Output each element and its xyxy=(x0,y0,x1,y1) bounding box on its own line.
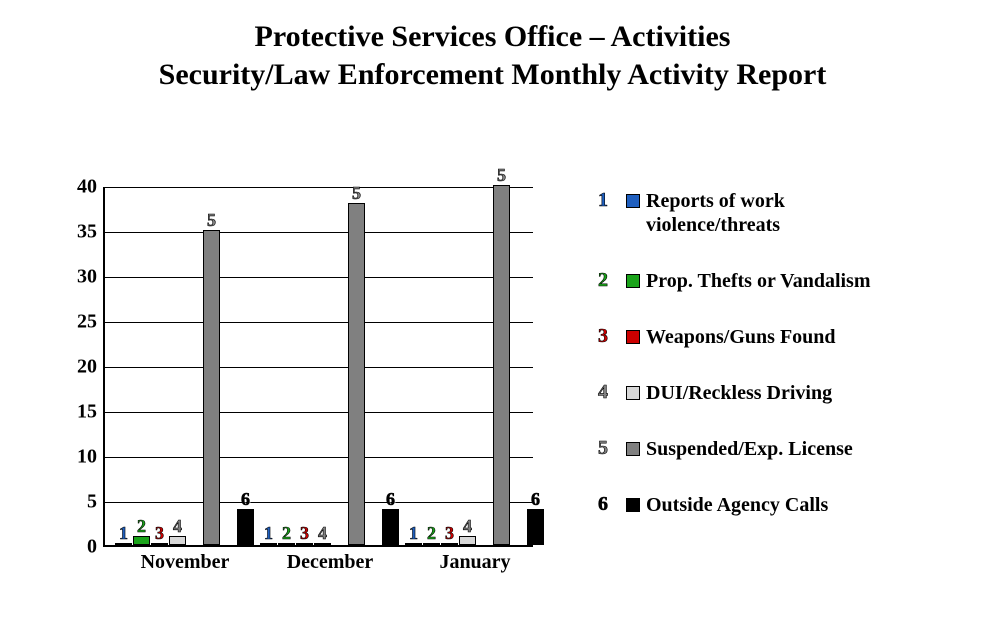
legend-label: Outside Agency Calls xyxy=(646,493,828,517)
bar: 6 xyxy=(382,509,399,545)
legend-swatch xyxy=(626,442,640,456)
bar: 2 xyxy=(278,543,295,545)
legend-swatch xyxy=(626,274,640,288)
bar-number: 2 xyxy=(427,523,436,544)
bar-number: 3 xyxy=(445,523,454,544)
x-category: November xyxy=(115,551,255,574)
bar-number: 1 xyxy=(119,523,128,544)
legend-label: Suspended/Exp. License xyxy=(646,437,853,461)
legend: 1 Reports of work violence/threats 2 Prop. … xyxy=(598,177,968,587)
bar: 1 xyxy=(405,543,422,545)
bar-number: 2 xyxy=(137,516,146,537)
bar: 5 xyxy=(203,230,220,545)
legend-item: 3 Weapons/Guns Found xyxy=(598,325,968,349)
bar-number: 4 xyxy=(173,516,182,537)
bar: 5 xyxy=(348,203,365,545)
y-tick: 30 xyxy=(77,266,97,289)
y-tick: 40 xyxy=(77,176,97,199)
bar-number: 4 xyxy=(318,523,327,544)
chart: 0510152025303540123456November123456Dece… xyxy=(58,177,558,587)
title-line-2: Security/Law Enforcement Monthly Activit… xyxy=(0,56,985,94)
bar-number: 5 xyxy=(207,210,216,231)
legend-label: Reports of work violence/threats xyxy=(646,189,916,237)
bar-number: 3 xyxy=(300,523,309,544)
bar: 1 xyxy=(115,543,132,545)
bar: 4 xyxy=(314,543,331,545)
legend-item: 2 Prop. Thefts or Vandalism xyxy=(598,269,968,293)
legend-label: Weapons/Guns Found xyxy=(646,325,836,349)
y-tick: 15 xyxy=(77,401,97,424)
bar-number: 1 xyxy=(264,523,273,544)
legend-number: 4 xyxy=(598,381,620,404)
legend-number: 6 xyxy=(598,493,620,516)
plot-area: 0510152025303540123456November123456Dece… xyxy=(103,187,533,547)
legend-swatch xyxy=(626,386,640,400)
x-category: December xyxy=(260,551,400,574)
bar-number: 6 xyxy=(241,489,250,510)
y-tick: 0 xyxy=(87,536,97,559)
bar: 3 xyxy=(441,543,458,545)
bar-group: 123456November xyxy=(115,187,245,545)
legend-item: 1 Reports of work violence/threats xyxy=(598,189,968,237)
bar: 5 xyxy=(493,185,510,545)
y-tick: 25 xyxy=(77,311,97,334)
bar: 4 xyxy=(459,536,476,545)
chart-title: Protective Services Office – Activities … xyxy=(0,0,985,93)
legend-swatch xyxy=(626,330,640,344)
bar-number: 3 xyxy=(155,523,164,544)
y-tick: 20 xyxy=(77,356,97,379)
bar-number: 2 xyxy=(282,523,291,544)
legend-swatch xyxy=(626,194,640,208)
bar-number: 5 xyxy=(497,165,506,186)
legend-item: 6 Outside Agency Calls xyxy=(598,493,968,517)
content-row: 0510152025303540123456November123456Dece… xyxy=(0,177,985,587)
bar-group: 123456January xyxy=(405,187,535,545)
bar: 1 xyxy=(260,543,277,545)
legend-swatch xyxy=(626,498,640,512)
bar-number: 1 xyxy=(409,523,418,544)
bar: 2 xyxy=(423,543,440,545)
bar: 6 xyxy=(237,509,254,545)
legend-number: 5 xyxy=(598,437,620,460)
bar-group: 123456December xyxy=(260,187,390,545)
bar: 6 xyxy=(527,509,544,545)
legend-number: 1 xyxy=(598,189,620,212)
y-tick: 35 xyxy=(77,221,97,244)
bar-number: 4 xyxy=(463,516,472,537)
legend-item: 5 Suspended/Exp. License xyxy=(598,437,968,461)
legend-label: Prop. Thefts or Vandalism xyxy=(646,269,871,293)
legend-number: 2 xyxy=(598,269,620,292)
bar: 3 xyxy=(296,543,313,545)
legend-number: 3 xyxy=(598,325,620,348)
x-category: January xyxy=(405,551,545,574)
bar: 3 xyxy=(151,543,168,545)
bar-number: 6 xyxy=(386,489,395,510)
y-tick: 10 xyxy=(77,446,97,469)
bar-number: 5 xyxy=(352,183,361,204)
legend-item: 4 DUI/Reckless Driving xyxy=(598,381,968,405)
y-tick: 5 xyxy=(87,491,97,514)
bar: 2 xyxy=(133,536,150,545)
bar: 4 xyxy=(169,536,186,545)
legend-label: DUI/Reckless Driving xyxy=(646,381,832,405)
bar-number: 6 xyxy=(531,489,540,510)
title-line-1: Protective Services Office – Activities xyxy=(0,18,985,56)
